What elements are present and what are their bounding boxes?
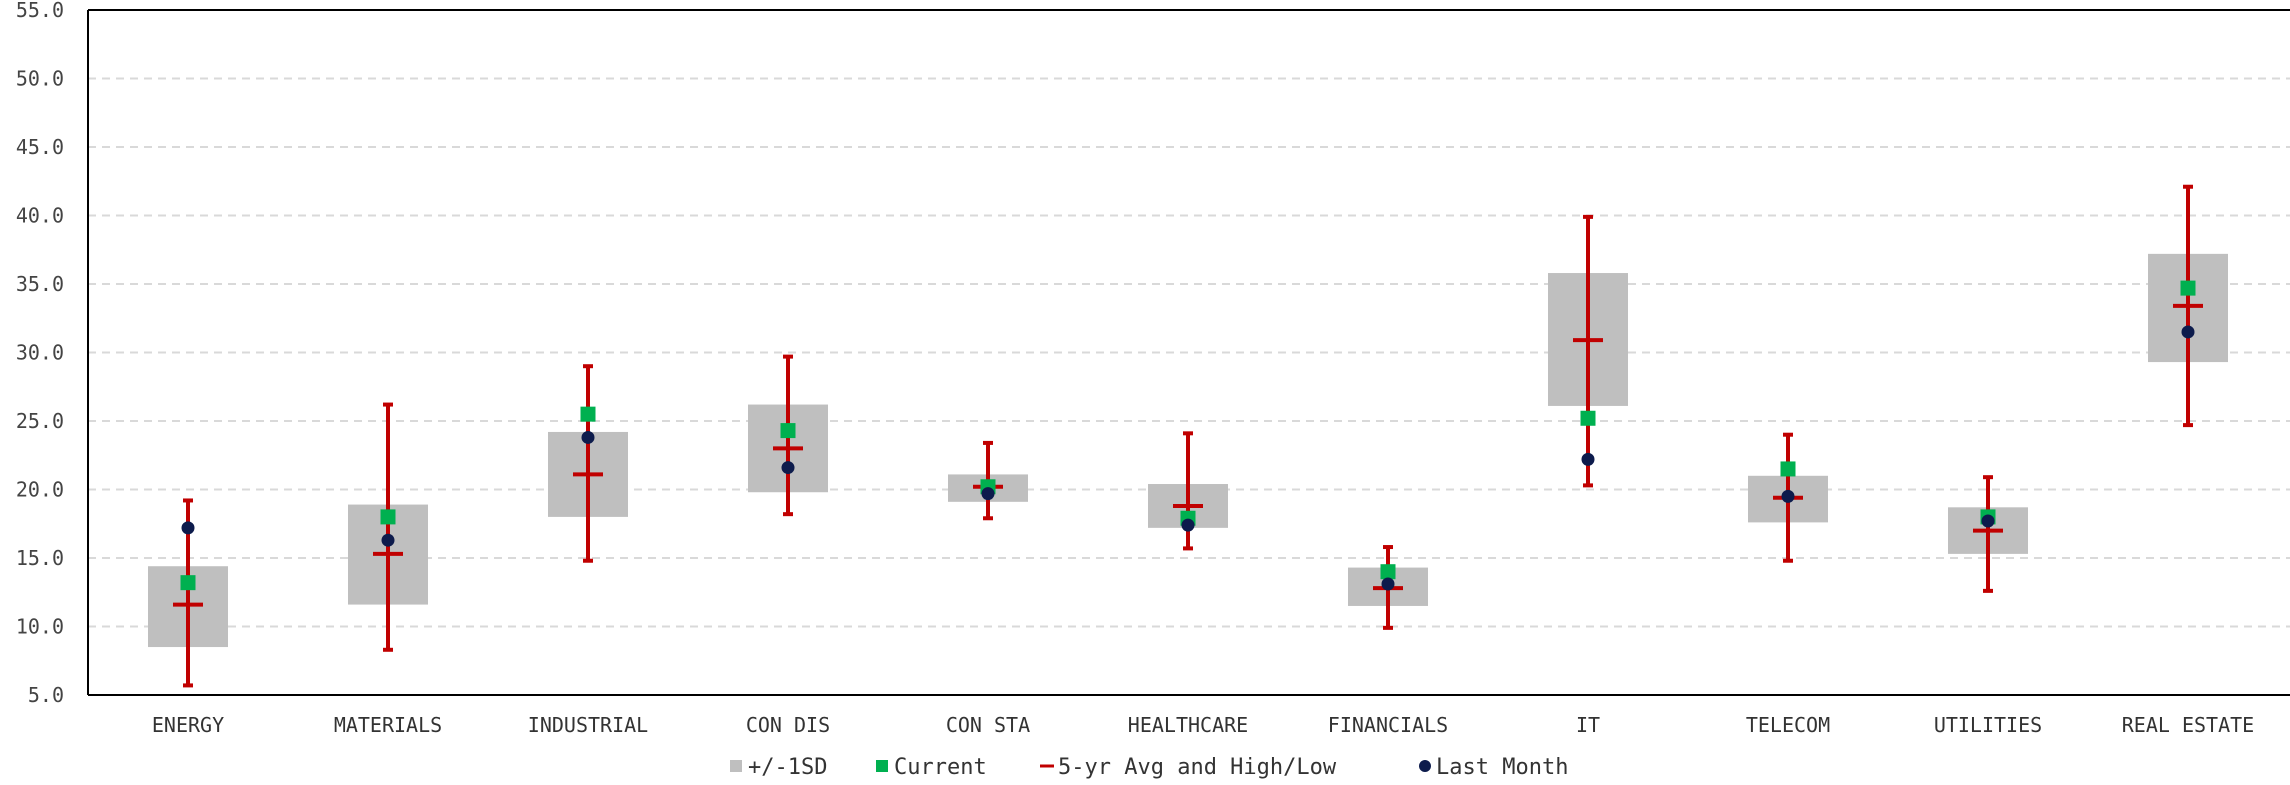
legend-swatch <box>1419 760 1431 772</box>
y-tick-label: 50.0 <box>16 67 64 91</box>
last-month-marker <box>1581 452 1595 466</box>
current-marker <box>580 406 596 422</box>
y-tick-label: 10.0 <box>16 615 64 639</box>
last-month-marker <box>181 521 195 535</box>
y-tick-label: 30.0 <box>16 341 64 365</box>
current-marker <box>1780 461 1796 477</box>
current-marker <box>1580 410 1596 426</box>
legend-label: Last Month <box>1436 755 1568 780</box>
y-tick-label: 45.0 <box>16 135 64 159</box>
y-tick-label: 5.0 <box>28 683 64 707</box>
last-month-marker <box>1181 518 1195 532</box>
last-month-marker <box>2181 325 2195 339</box>
x-category-label: HEALTHCARE <box>1128 713 1248 737</box>
current-marker <box>2180 280 2196 296</box>
y-tick-label: 15.0 <box>16 546 64 570</box>
last-month-marker <box>381 533 395 547</box>
last-month-marker <box>581 430 595 444</box>
y-tick-labels: 5.0 10.0 15.0 20.0 25.0 30.0 35.0 40.0 45.0 50.0 5… <box>16 0 64 707</box>
last-month-markers <box>181 325 2195 591</box>
y-tick-label: 55.0 <box>16 0 64 22</box>
last-month-marker <box>781 461 795 475</box>
high-low-ranges <box>183 184 2193 688</box>
x-category-labels: ENERGY MATERIALS INDUSTRIAL CON DIS CON STA H… <box>152 713 2254 737</box>
current-marker <box>180 575 196 591</box>
current-marker <box>380 509 396 525</box>
y-tick-label: 35.0 <box>16 272 64 296</box>
legend-label: 5-yr Avg and High/Low <box>1058 755 1337 780</box>
x-category-label: UTILITIES <box>1934 713 2042 737</box>
legend: +/-1SD Current 5-yr Avg and High/Low Last M… <box>730 755 1568 780</box>
legend-label: +/-1SD <box>748 755 827 780</box>
x-category-label: FINANCIALS <box>1328 713 1448 737</box>
x-category-label: INDUSTRIAL <box>528 713 648 737</box>
x-category-label: CON DIS <box>746 713 830 737</box>
y-tick-label: 40.0 <box>16 204 64 228</box>
last-month-marker <box>981 487 995 501</box>
x-category-label: TELECOM <box>1746 713 1830 737</box>
current-marker <box>780 423 796 439</box>
legend-swatch <box>876 760 888 772</box>
current-marker <box>1380 564 1396 580</box>
last-month-marker <box>1381 577 1395 591</box>
x-category-label: MATERIALS <box>334 713 442 737</box>
y-tick-label: 20.0 <box>16 478 64 502</box>
legend-label: Current <box>894 755 987 780</box>
y-tick-label: 25.0 <box>16 409 64 433</box>
x-category-label: REAL ESTATE <box>2122 713 2254 737</box>
last-month-marker <box>1781 489 1795 503</box>
x-category-label: ENERGY <box>152 713 224 737</box>
legend-swatch <box>730 760 742 772</box>
x-category-label: IT <box>1576 713 1600 737</box>
axes <box>87 9 2290 696</box>
last-month-marker <box>1981 514 1995 528</box>
x-category-label: CON STA <box>946 713 1030 737</box>
